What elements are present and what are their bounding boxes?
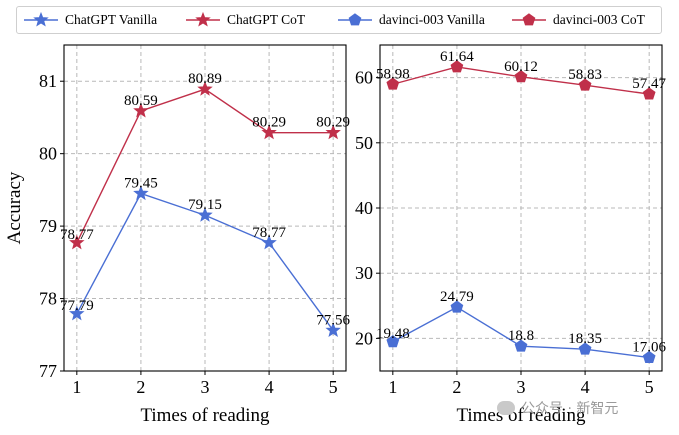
x-tick-label: 5 (645, 377, 654, 397)
data-point (261, 234, 277, 250)
y-tick-label: 79 (39, 216, 57, 236)
legend-marker (348, 13, 362, 26)
data-label: 58.98 (376, 66, 410, 82)
series-davinci-003-vanilla: 19.48 24.79 18.8 18.35 17.06 (376, 289, 667, 363)
chart-panel-right: 1 2 3 4 5 20 30 40 50 60 Times of reading 19.48 24.7… (355, 44, 667, 426)
data-point (642, 87, 656, 100)
y-tick-label: 60 (355, 68, 373, 88)
x-axis-label: Times of reading (140, 405, 270, 426)
data-label: 78.77 (252, 225, 286, 241)
data-label: 79.15 (188, 197, 222, 213)
data-label: 17.06 (632, 340, 666, 356)
legend-label: davinci-003 Vanilla (379, 12, 485, 27)
data-point (197, 207, 213, 222)
x-tick-label: 5 (329, 377, 338, 397)
data-point (386, 335, 400, 348)
y-tick-label: 40 (355, 198, 373, 218)
data-label: 19.48 (376, 326, 410, 342)
legend-item-chatgpt-cot: ChatGPT CoT (183, 7, 305, 33)
y-tick-label: 50 (355, 133, 373, 153)
data-label: 24.79 (440, 289, 474, 305)
legend: ChatGPT Vanilla ChatGPT CoT davinci-003 … (16, 6, 662, 34)
data-point (261, 124, 277, 140)
data-label: 61.64 (440, 49, 474, 65)
data-point (514, 339, 528, 352)
legend-item-davinci-cot: davinci-003 CoT (509, 7, 645, 33)
y-tick-label: 78 (39, 289, 57, 309)
x-tick-label: 2 (136, 377, 145, 397)
y-tick-label: 30 (355, 263, 373, 283)
data-point (578, 78, 592, 91)
legend-label: davinci-003 CoT (553, 12, 645, 27)
chart-panel-left: 1 2 3 4 5 77 78 79 80 81 Times of reading Accuracy 7… (4, 44, 351, 426)
data-point (578, 342, 592, 355)
data-point (69, 305, 85, 321)
data-label: 80.89 (188, 71, 222, 87)
data-point (450, 60, 464, 73)
x-tick-label: 4 (581, 377, 590, 397)
series-davinci-003-cot: 58.98 61.64 60.12 58.83 57.47 (376, 49, 667, 100)
wechat-icon (497, 401, 515, 415)
legend-label: ChatGPT Vanilla (65, 12, 158, 27)
x-tick-label: 3 (517, 377, 526, 397)
data-label: 77.56 (316, 312, 350, 328)
legend-marker-pentagon-red (512, 13, 546, 26)
data-point (450, 300, 464, 313)
series-chatgpt-cot: 78.77 80.59 80.89 80.29 80.29 (60, 71, 350, 250)
data-point (325, 322, 341, 337)
y-tick-label: 80 (39, 144, 57, 164)
data-label: 78.77 (60, 227, 94, 243)
data-label: 80.29 (252, 115, 286, 131)
data-point (133, 102, 149, 118)
x-tick-label: 4 (265, 377, 274, 397)
data-point (133, 185, 149, 201)
legend-marker (195, 11, 211, 27)
data-label: 60.12 (504, 59, 538, 75)
legend-item-chatgpt-vanilla: ChatGPT Vanilla (21, 7, 157, 33)
data-label: 18.35 (568, 331, 602, 347)
data-point (69, 234, 85, 250)
data-point (514, 70, 528, 83)
data-label: 77.79 (60, 298, 94, 314)
watermark: 公众号 · 新智元 (497, 398, 618, 418)
legend-label: ChatGPT CoT (227, 12, 306, 27)
watermark-text: 公众号 · 新智元 (521, 401, 619, 417)
data-label: 57.47 (632, 76, 666, 92)
data-label: 80.59 (124, 93, 158, 109)
data-point (642, 350, 656, 363)
data-label: 79.45 (124, 176, 158, 192)
x-tick-label: 3 (201, 377, 210, 397)
data-point (386, 77, 400, 90)
y-tick-label: 20 (355, 328, 373, 348)
x-axis-label: Times of reading (456, 405, 586, 426)
data-label: 58.83 (568, 67, 602, 83)
legend-marker (33, 11, 49, 27)
data-point (325, 124, 341, 140)
x-tick-label: 1 (72, 377, 81, 397)
series-chatgpt-vanilla: 77.79 79.45 79.15 78.77 77.56 (60, 176, 351, 337)
legend-marker-star-blue (24, 11, 58, 27)
x-tick-label: 1 (388, 377, 397, 397)
data-label: 80.29 (316, 115, 350, 131)
x-tick-label: 2 (452, 377, 461, 397)
y-axis-label: Accuracy (4, 171, 25, 244)
data-label: 18.8 (508, 328, 534, 344)
legend-marker-pentagon-blue (338, 13, 372, 26)
data-point (197, 81, 213, 96)
legend-item-davinci-vanilla: davinci-003 Vanilla (335, 7, 485, 33)
y-tick-label: 77 (39, 361, 57, 381)
legend-marker-star-red (186, 11, 220, 27)
legend-marker (522, 13, 536, 26)
y-tick-label: 81 (39, 71, 57, 91)
